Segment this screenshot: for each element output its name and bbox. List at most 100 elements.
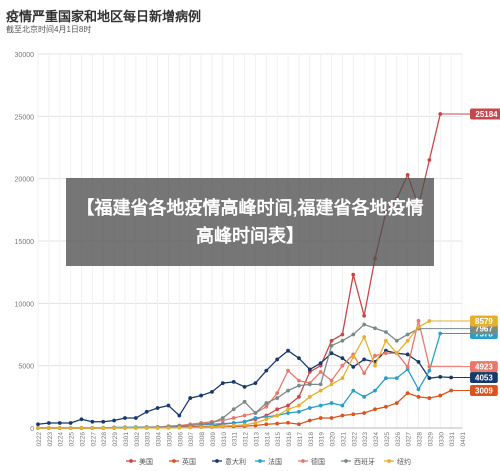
data-point <box>264 422 269 427</box>
data-point <box>57 421 62 425</box>
x-tick-label: 0224 <box>58 432 65 447</box>
data-point <box>242 399 247 404</box>
data-point <box>68 421 73 425</box>
legend-label: 纽约 <box>397 457 411 466</box>
data-point <box>155 426 160 430</box>
x-tick-label: 0301 <box>123 432 130 447</box>
data-point <box>144 426 149 430</box>
legend-label: 意大利 <box>225 457 246 466</box>
x-tick-label: 0222 <box>36 432 43 447</box>
legend-swatch-dot <box>129 459 133 463</box>
data-point <box>373 353 377 358</box>
data-point <box>144 409 149 414</box>
data-point <box>133 426 138 430</box>
x-tick-label: 0317 <box>297 432 304 447</box>
x-tick-label: 0314 <box>264 432 271 447</box>
data-point <box>123 416 127 420</box>
data-point <box>253 381 258 386</box>
data-point <box>253 416 258 420</box>
x-tick-label: 0227 <box>90 432 97 447</box>
data-point <box>362 411 367 415</box>
data-point <box>318 403 323 408</box>
y-tick-label: 0 <box>30 426 34 433</box>
legend-label: 美国 <box>139 457 153 466</box>
x-tick-label: 0225 <box>69 432 76 447</box>
data-point <box>286 348 290 353</box>
series-line <box>38 323 419 429</box>
x-tick-label: 0329 <box>427 432 434 447</box>
data-point <box>340 356 345 361</box>
data-point <box>275 407 280 412</box>
data-point <box>231 407 236 412</box>
data-point <box>297 383 301 388</box>
data-point <box>79 426 84 430</box>
data-point <box>318 382 323 387</box>
data-point <box>362 335 367 339</box>
y-tick-label: 30000 <box>15 52 35 59</box>
legend-swatch-dot <box>301 459 305 463</box>
data-point <box>231 416 236 420</box>
data-point <box>275 413 280 418</box>
data-point <box>166 403 171 408</box>
x-tick-label: 0311 <box>232 432 239 446</box>
data-point <box>340 376 345 381</box>
data-point <box>286 407 290 412</box>
data-point <box>394 401 399 405</box>
x-tick-label: 0319 <box>319 432 326 447</box>
data-point <box>318 416 323 420</box>
data-point <box>210 421 214 425</box>
data-point <box>394 338 399 343</box>
chart-title: 疫情严重国家和地区每日新增病例 <box>6 9 202 24</box>
data-point <box>286 411 290 415</box>
data-point <box>383 330 388 334</box>
data-point <box>362 322 367 327</box>
end-label-box <box>470 384 498 396</box>
data-point <box>286 388 290 393</box>
data-point <box>329 343 334 348</box>
data-point <box>351 365 356 369</box>
data-point <box>318 388 323 393</box>
data-point <box>416 394 421 399</box>
x-tick-label: 0310 <box>221 432 228 447</box>
data-point <box>427 158 432 162</box>
data-point <box>373 326 377 331</box>
data-point <box>155 406 160 410</box>
data-point <box>199 422 203 427</box>
data-point <box>416 318 421 323</box>
data-point <box>199 393 203 398</box>
data-point <box>242 384 247 389</box>
data-point <box>242 419 247 424</box>
data-point <box>318 370 323 374</box>
data-point <box>264 404 269 409</box>
data-point <box>101 419 106 424</box>
x-tick-label: 0223 <box>47 432 54 447</box>
data-point <box>394 351 399 356</box>
end-label: 4053 <box>475 373 493 382</box>
x-tick-label: 0229 <box>112 432 119 447</box>
data-point <box>416 325 421 329</box>
data-point <box>46 421 51 425</box>
legend-label: 西班牙 <box>354 457 375 466</box>
data-point <box>242 422 247 427</box>
data-point <box>101 426 106 430</box>
data-point <box>253 421 258 425</box>
data-point <box>177 413 182 418</box>
data-point <box>79 417 84 422</box>
end-label: 7967 <box>475 325 493 334</box>
x-tick-label: 0318 <box>308 432 315 447</box>
x-tick-label: 0312 <box>243 432 250 447</box>
data-point <box>275 391 280 395</box>
x-tick-label: 0321 <box>340 432 347 447</box>
data-point <box>373 388 377 393</box>
data-point <box>405 365 410 369</box>
x-tick-label: 0327 <box>406 432 413 447</box>
data-point <box>416 387 421 392</box>
data-point <box>57 426 62 430</box>
data-point <box>405 173 410 177</box>
x-tick-label: 0302 <box>134 432 141 447</box>
data-point <box>427 368 432 373</box>
x-tick-label: 0306 <box>177 432 184 447</box>
data-point <box>307 394 312 399</box>
end-label: 3009 <box>475 386 493 395</box>
